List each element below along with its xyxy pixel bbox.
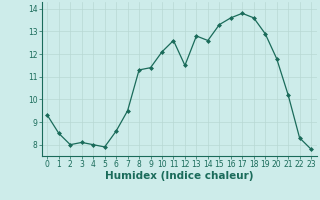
X-axis label: Humidex (Indice chaleur): Humidex (Indice chaleur): [105, 171, 253, 181]
